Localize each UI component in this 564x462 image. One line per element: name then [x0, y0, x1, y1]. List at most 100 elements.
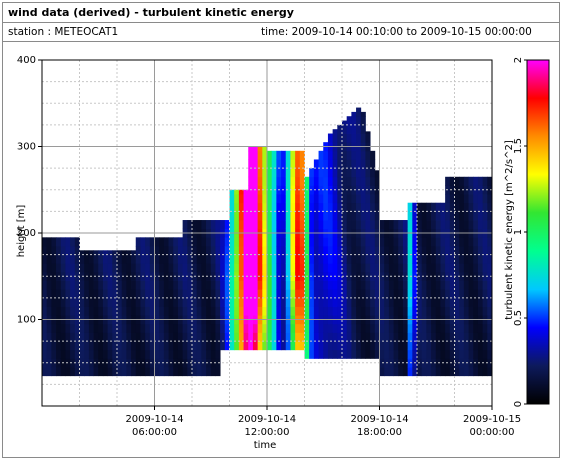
- heatmap-cell: [267, 150, 273, 160]
- heatmap-cell: [271, 306, 277, 316]
- heatmap-cell: [290, 289, 296, 299]
- heatmap-cell: [332, 194, 338, 204]
- heatmap-cell: [117, 289, 123, 299]
- heatmap-cell: [374, 280, 380, 290]
- heatmap-cell: [271, 289, 277, 299]
- heatmap-cell: [356, 237, 362, 247]
- heatmap-cell: [342, 150, 348, 160]
- heatmap-cell: [271, 150, 277, 160]
- heatmap-cell: [267, 297, 273, 307]
- heatmap-cell: [417, 220, 423, 230]
- heatmap-cell: [459, 306, 465, 316]
- heatmap-cell: [192, 332, 198, 342]
- heatmap-cell: [309, 245, 315, 256]
- heatmap-cell: [79, 341, 85, 351]
- heatmap-cell: [252, 176, 259, 186]
- heatmap-cell: [337, 150, 343, 160]
- heatmap-cell: [482, 297, 488, 307]
- heatmap-cell: [206, 358, 212, 368]
- heatmap-cell: [337, 306, 343, 316]
- heatmap-cell: [384, 332, 390, 342]
- heatmap-cell: [327, 297, 334, 307]
- heatmap-cell: [281, 332, 287, 342]
- heatmap-cell: [206, 237, 212, 247]
- heatmap-cell: [313, 280, 319, 290]
- heatmap-cell: [412, 332, 418, 342]
- heatmap-cell: [117, 254, 123, 264]
- heatmap-cell: [276, 254, 282, 264]
- heatmap-cell: [98, 341, 104, 351]
- heatmap-cell: [192, 263, 198, 273]
- heatmap-cell: [215, 245, 221, 256]
- heatmap-cell: [398, 254, 404, 264]
- heatmap-cell: [342, 237, 348, 247]
- heatmap-cell: [421, 341, 427, 351]
- heatmap-cell: [327, 133, 334, 143]
- heatmap-cell: [370, 306, 376, 316]
- heatmap-cell: [323, 254, 329, 264]
- heatmap-cell: [356, 332, 362, 342]
- heatmap-cell: [487, 211, 493, 221]
- heatmap-cell: [360, 297, 366, 307]
- heatmap-cell: [257, 176, 263, 186]
- heatmap-cell: [473, 297, 479, 307]
- heatmap-cell: [431, 367, 437, 377]
- heatmap-cell: [295, 332, 301, 342]
- heatmap-cell: [126, 280, 132, 290]
- heatmap-cell: [398, 280, 404, 290]
- heatmap-cell: [42, 306, 48, 316]
- heatmap-cell: [477, 245, 484, 256]
- heatmap-cell: [295, 194, 301, 204]
- heatmap-cell: [215, 306, 221, 316]
- heatmap-cell: [342, 254, 348, 264]
- heatmap-cell: [257, 323, 263, 333]
- heatmap-cell: [257, 237, 263, 247]
- heatmap-cell: [454, 202, 460, 212]
- heatmap-cell: [318, 150, 324, 160]
- heatmap-cell: [454, 280, 460, 290]
- heatmap-cell: [285, 245, 291, 256]
- heatmap-cell: [360, 159, 366, 169]
- heatmap-cell: [337, 220, 343, 230]
- heatmap-cell: [140, 349, 146, 359]
- heatmap-cell: [248, 263, 254, 273]
- heatmap-cell: [309, 280, 315, 290]
- heatmap-cell: [365, 280, 371, 290]
- heatmap-cell: [173, 341, 179, 351]
- heatmap-cell: [70, 323, 76, 333]
- heatmap-cell: [145, 297, 151, 307]
- heatmap-cell: [346, 168, 352, 178]
- heatmap-cell: [351, 341, 357, 351]
- heatmap-cell: [449, 220, 455, 230]
- heatmap-cell: [295, 289, 301, 299]
- heatmap-cell: [74, 237, 80, 247]
- heatmap-cell: [482, 358, 488, 368]
- heatmap-cell: [290, 150, 296, 160]
- heatmap-cell: [248, 306, 254, 316]
- heatmap-cell: [477, 185, 484, 195]
- y-tick-label: 400: [17, 55, 36, 66]
- heatmap-cell: [388, 263, 394, 273]
- heatmap-cell: [196, 254, 202, 264]
- heatmap-cell: [290, 306, 296, 316]
- heatmap-cell: [370, 289, 376, 299]
- heatmap-cell: [421, 297, 427, 307]
- heatmap-cell: [126, 332, 132, 342]
- heatmap-cell: [435, 254, 441, 264]
- heatmap-cell: [145, 254, 151, 264]
- heatmap-cell: [248, 194, 254, 204]
- heatmap-cell: [107, 349, 113, 359]
- heatmap-cell: [107, 280, 113, 290]
- heatmap-cell: [388, 280, 394, 290]
- heatmap-cell: [449, 271, 455, 281]
- heatmap-cell: [342, 202, 348, 212]
- heatmap-cell: [145, 323, 151, 333]
- heatmap-cell: [327, 306, 334, 316]
- heatmap-cell: [407, 254, 413, 264]
- heatmap-cell: [299, 263, 305, 273]
- heatmap-cell: [318, 176, 324, 186]
- heatmap-cell: [323, 271, 329, 281]
- heatmap-cell: [121, 289, 127, 299]
- heatmap-cell: [60, 306, 66, 316]
- heatmap-cell: [159, 289, 165, 299]
